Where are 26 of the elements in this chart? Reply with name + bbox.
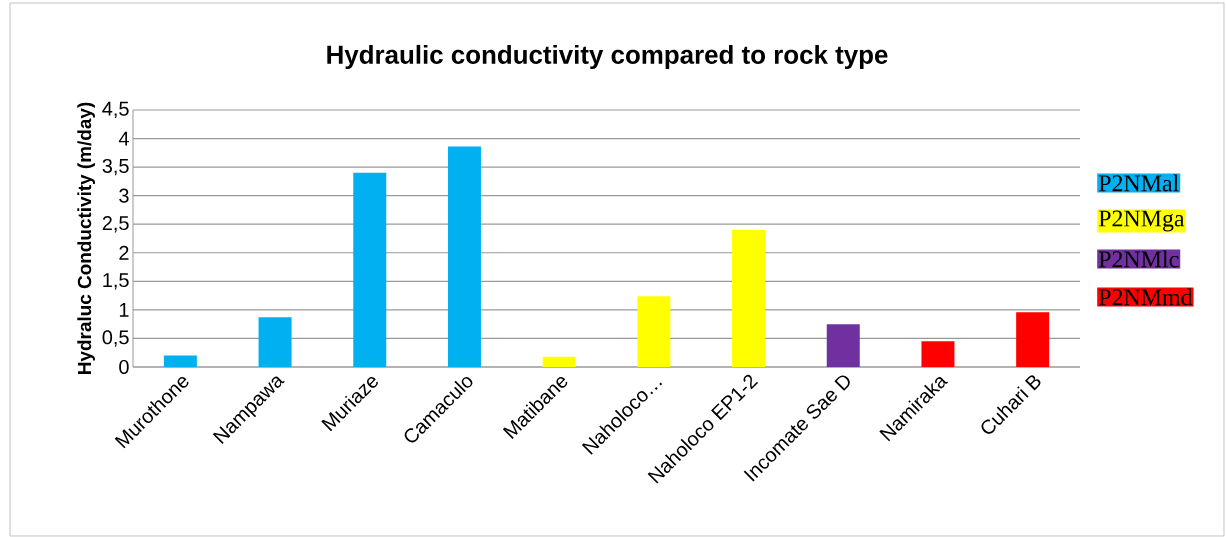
bar: [1016, 312, 1050, 367]
y-tick-label: 0: [119, 359, 129, 375]
y-axis-title: Hydraluc Conductivity (m/day): [77, 102, 95, 374]
text: P2NMga: [1098, 210, 1185, 232]
bar: [542, 356, 576, 367]
bar: [353, 172, 387, 367]
y-tick-label: 2,5: [102, 215, 129, 233]
bar: [258, 317, 292, 367]
text: P2NMal: [1098, 174, 1179, 192]
y-tick-label: 1: [119, 303, 129, 317]
y-tick-label: 2: [119, 245, 129, 260]
text: P2NMmd: [1098, 288, 1193, 306]
bar: [826, 324, 860, 367]
y-tick-label: 0,5: [102, 330, 129, 347]
bar: [163, 355, 197, 367]
y-tick-label: 4,5: [102, 101, 129, 119]
y-tick-label: 3,5: [102, 158, 129, 176]
chart-title: Hydraulic conductivity compared to rock type: [327, 44, 888, 70]
y-tick-label: 4: [118, 131, 129, 146]
bar: [921, 341, 955, 367]
y-tick-label: 1,5: [103, 273, 129, 290]
bar: [447, 146, 481, 367]
bar: [732, 229, 766, 367]
text: P2NMlc: [1098, 250, 1179, 268]
bar: [637, 296, 671, 367]
y-tick-label: 3: [119, 188, 129, 203]
